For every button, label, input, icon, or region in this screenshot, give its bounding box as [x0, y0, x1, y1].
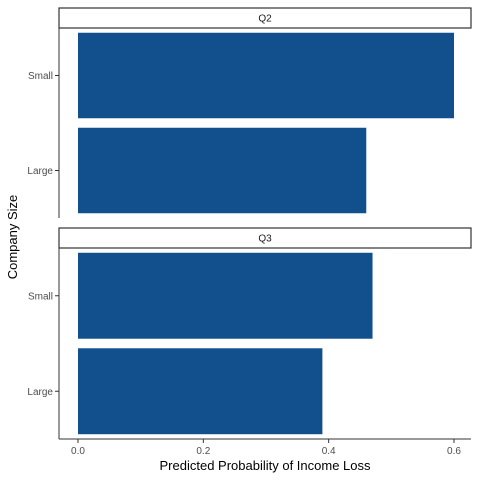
y-tick-label: Large — [27, 166, 53, 177]
facet-strip-label: Q3 — [258, 234, 272, 245]
bar — [78, 127, 367, 214]
facet-strip — [58, 7, 472, 29]
bar — [78, 252, 373, 339]
facet-strip-label: Q2 — [258, 14, 272, 25]
y-axis-title: Company Size — [5, 195, 20, 280]
x-tick-label: 0.6 — [447, 446, 461, 457]
x-tick-label: 0.4 — [322, 446, 336, 457]
facet-panels: Q2 Small Large Q3 Small Large — [27, 7, 472, 439]
bar — [78, 348, 323, 435]
bar — [78, 32, 455, 119]
y-tick-label: Small — [28, 71, 53, 82]
y-tick-label: Small — [28, 291, 53, 302]
x-axis-title: Predicted Probability of Income Loss — [160, 458, 371, 473]
facet-panel: Q3 Small Large — [27, 227, 472, 439]
y-tick-label: Large — [27, 387, 53, 398]
x-axis: 0.0 0.2 0.4 0.6 — [59, 438, 471, 457]
facet-strip — [58, 227, 472, 249]
x-tick-label: 0.2 — [196, 446, 210, 457]
facet-panel: Q2 Small Large — [27, 7, 472, 218]
x-tick-label: 0.0 — [71, 446, 85, 457]
